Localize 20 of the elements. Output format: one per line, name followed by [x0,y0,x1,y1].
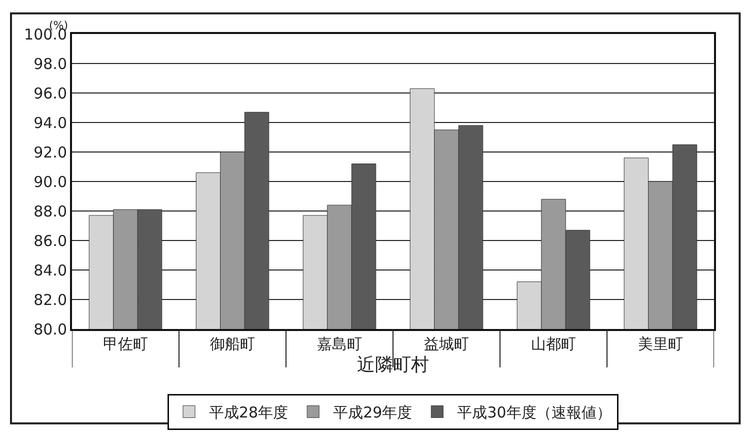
y-tick-label: 80.0 [34,320,67,338]
y-tick-label: 86.0 [34,232,67,250]
x-axis-title: 近隣町村 [357,354,429,376]
x-tick-label: 山都町 [531,335,576,353]
y-tick-label: 84.0 [34,261,67,280]
y-tick-label: 88.0 [34,202,67,220]
x-tick-label: 甲佐町 [103,335,148,353]
x-tick-label: 益城町 [424,335,469,353]
y-tick-label: 92.0 [34,143,67,162]
x-tick-label: 嘉島町 [317,335,362,353]
legend-label: 平成28年度 [209,404,288,422]
legend-label: 平成30年度（速報値） [457,404,612,422]
y-tick-label: 82.0 [34,290,67,309]
y-tick-label: 96.0 [34,84,67,102]
x-tick-label: 美里町 [638,335,683,353]
y-tick-label: 94.0 [34,114,67,132]
y-tick-label: 90.0 [34,172,67,191]
legend-label: 平成29年度 [333,404,412,422]
x-tick-label: 御船町 [210,335,255,353]
y-tick-label: 98.0 [34,54,67,73]
